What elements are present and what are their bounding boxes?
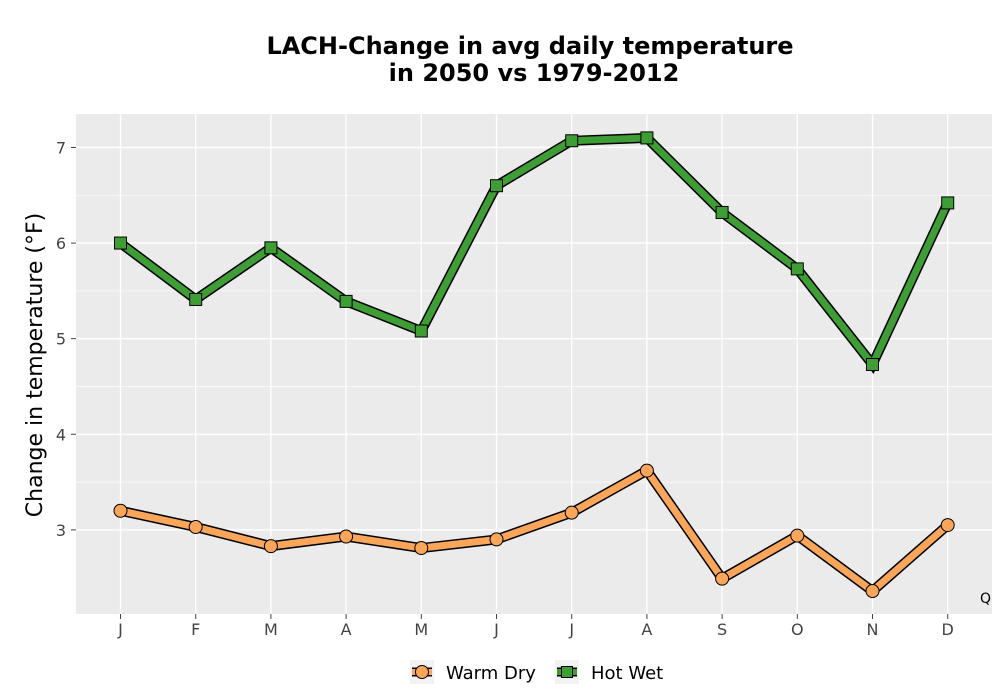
hot-wet-point <box>941 196 955 210</box>
x-tick-label: M <box>414 620 428 639</box>
x-tick-label: D <box>942 620 954 639</box>
warm-dry-point <box>790 528 805 543</box>
chart-title-line-1: LACH-Change in avg daily temperature <box>266 32 793 60</box>
warm-dry-point <box>715 571 730 586</box>
series-layer <box>113 131 955 599</box>
x-tick-label: A <box>641 620 652 639</box>
x-tick-label: O <box>791 620 804 639</box>
hot-wet-point <box>640 131 654 145</box>
legend-circle-marker <box>415 665 429 679</box>
x-tick-label: A <box>341 620 352 639</box>
x-tick-label: J <box>117 620 123 639</box>
y-tick-label: 7 <box>56 138 66 157</box>
hot-wet-point <box>339 294 353 308</box>
warm-dry-line <box>119 465 951 596</box>
x-tick-label: J <box>568 620 574 639</box>
warm-dry-point <box>263 539 278 554</box>
hot-wet-point <box>114 236 127 250</box>
legend: Warm Dry Hot Wet <box>410 660 663 684</box>
warm-dry-point <box>865 584 880 599</box>
warm-dry-point <box>414 541 429 556</box>
x-tick-label: J <box>493 620 499 639</box>
y-axis-label: Change in temperature (°F) <box>23 213 48 517</box>
x-tick-label: M <box>264 620 278 639</box>
hot-wet-point <box>189 292 203 306</box>
warm-dry-point <box>489 532 504 547</box>
x-tick-label: N <box>867 620 879 639</box>
legend-square-marker <box>561 666 573 678</box>
y-tick-label: 3 <box>56 521 66 540</box>
hot-wet-point <box>565 134 579 148</box>
corner-note: Q <box>980 591 991 607</box>
hot-wet-point <box>414 324 428 338</box>
warm-dry-point <box>639 463 654 478</box>
hot-wet-point <box>264 241 278 255</box>
hot-wet-point <box>715 205 729 219</box>
legend-label-hot-wet: Hot Wet <box>591 663 663 684</box>
y-axis: 3 4 5 6 7 <box>56 138 76 540</box>
hot-wet-point <box>790 262 804 276</box>
hot-wet-point <box>490 179 503 193</box>
hot-wet-point <box>866 357 879 371</box>
warm-dry-point <box>339 529 354 544</box>
y-tick-label: 5 <box>56 330 66 349</box>
plot-background <box>76 114 992 614</box>
warm-dry-point <box>564 505 579 520</box>
hot-wet-line <box>118 134 951 372</box>
x-tick-label: S <box>717 620 727 639</box>
warm-dry-point <box>113 503 128 518</box>
x-tick-label: F <box>191 620 200 639</box>
y-tick-label: 6 <box>56 234 66 253</box>
warm-dry-point <box>188 520 203 535</box>
chart-title-line-2: in 2050 vs 1979-2012 <box>389 59 680 87</box>
legend-label-warm-dry: Warm Dry <box>446 663 536 684</box>
y-tick-label: 4 <box>56 425 66 444</box>
warm-dry-point <box>940 518 955 533</box>
